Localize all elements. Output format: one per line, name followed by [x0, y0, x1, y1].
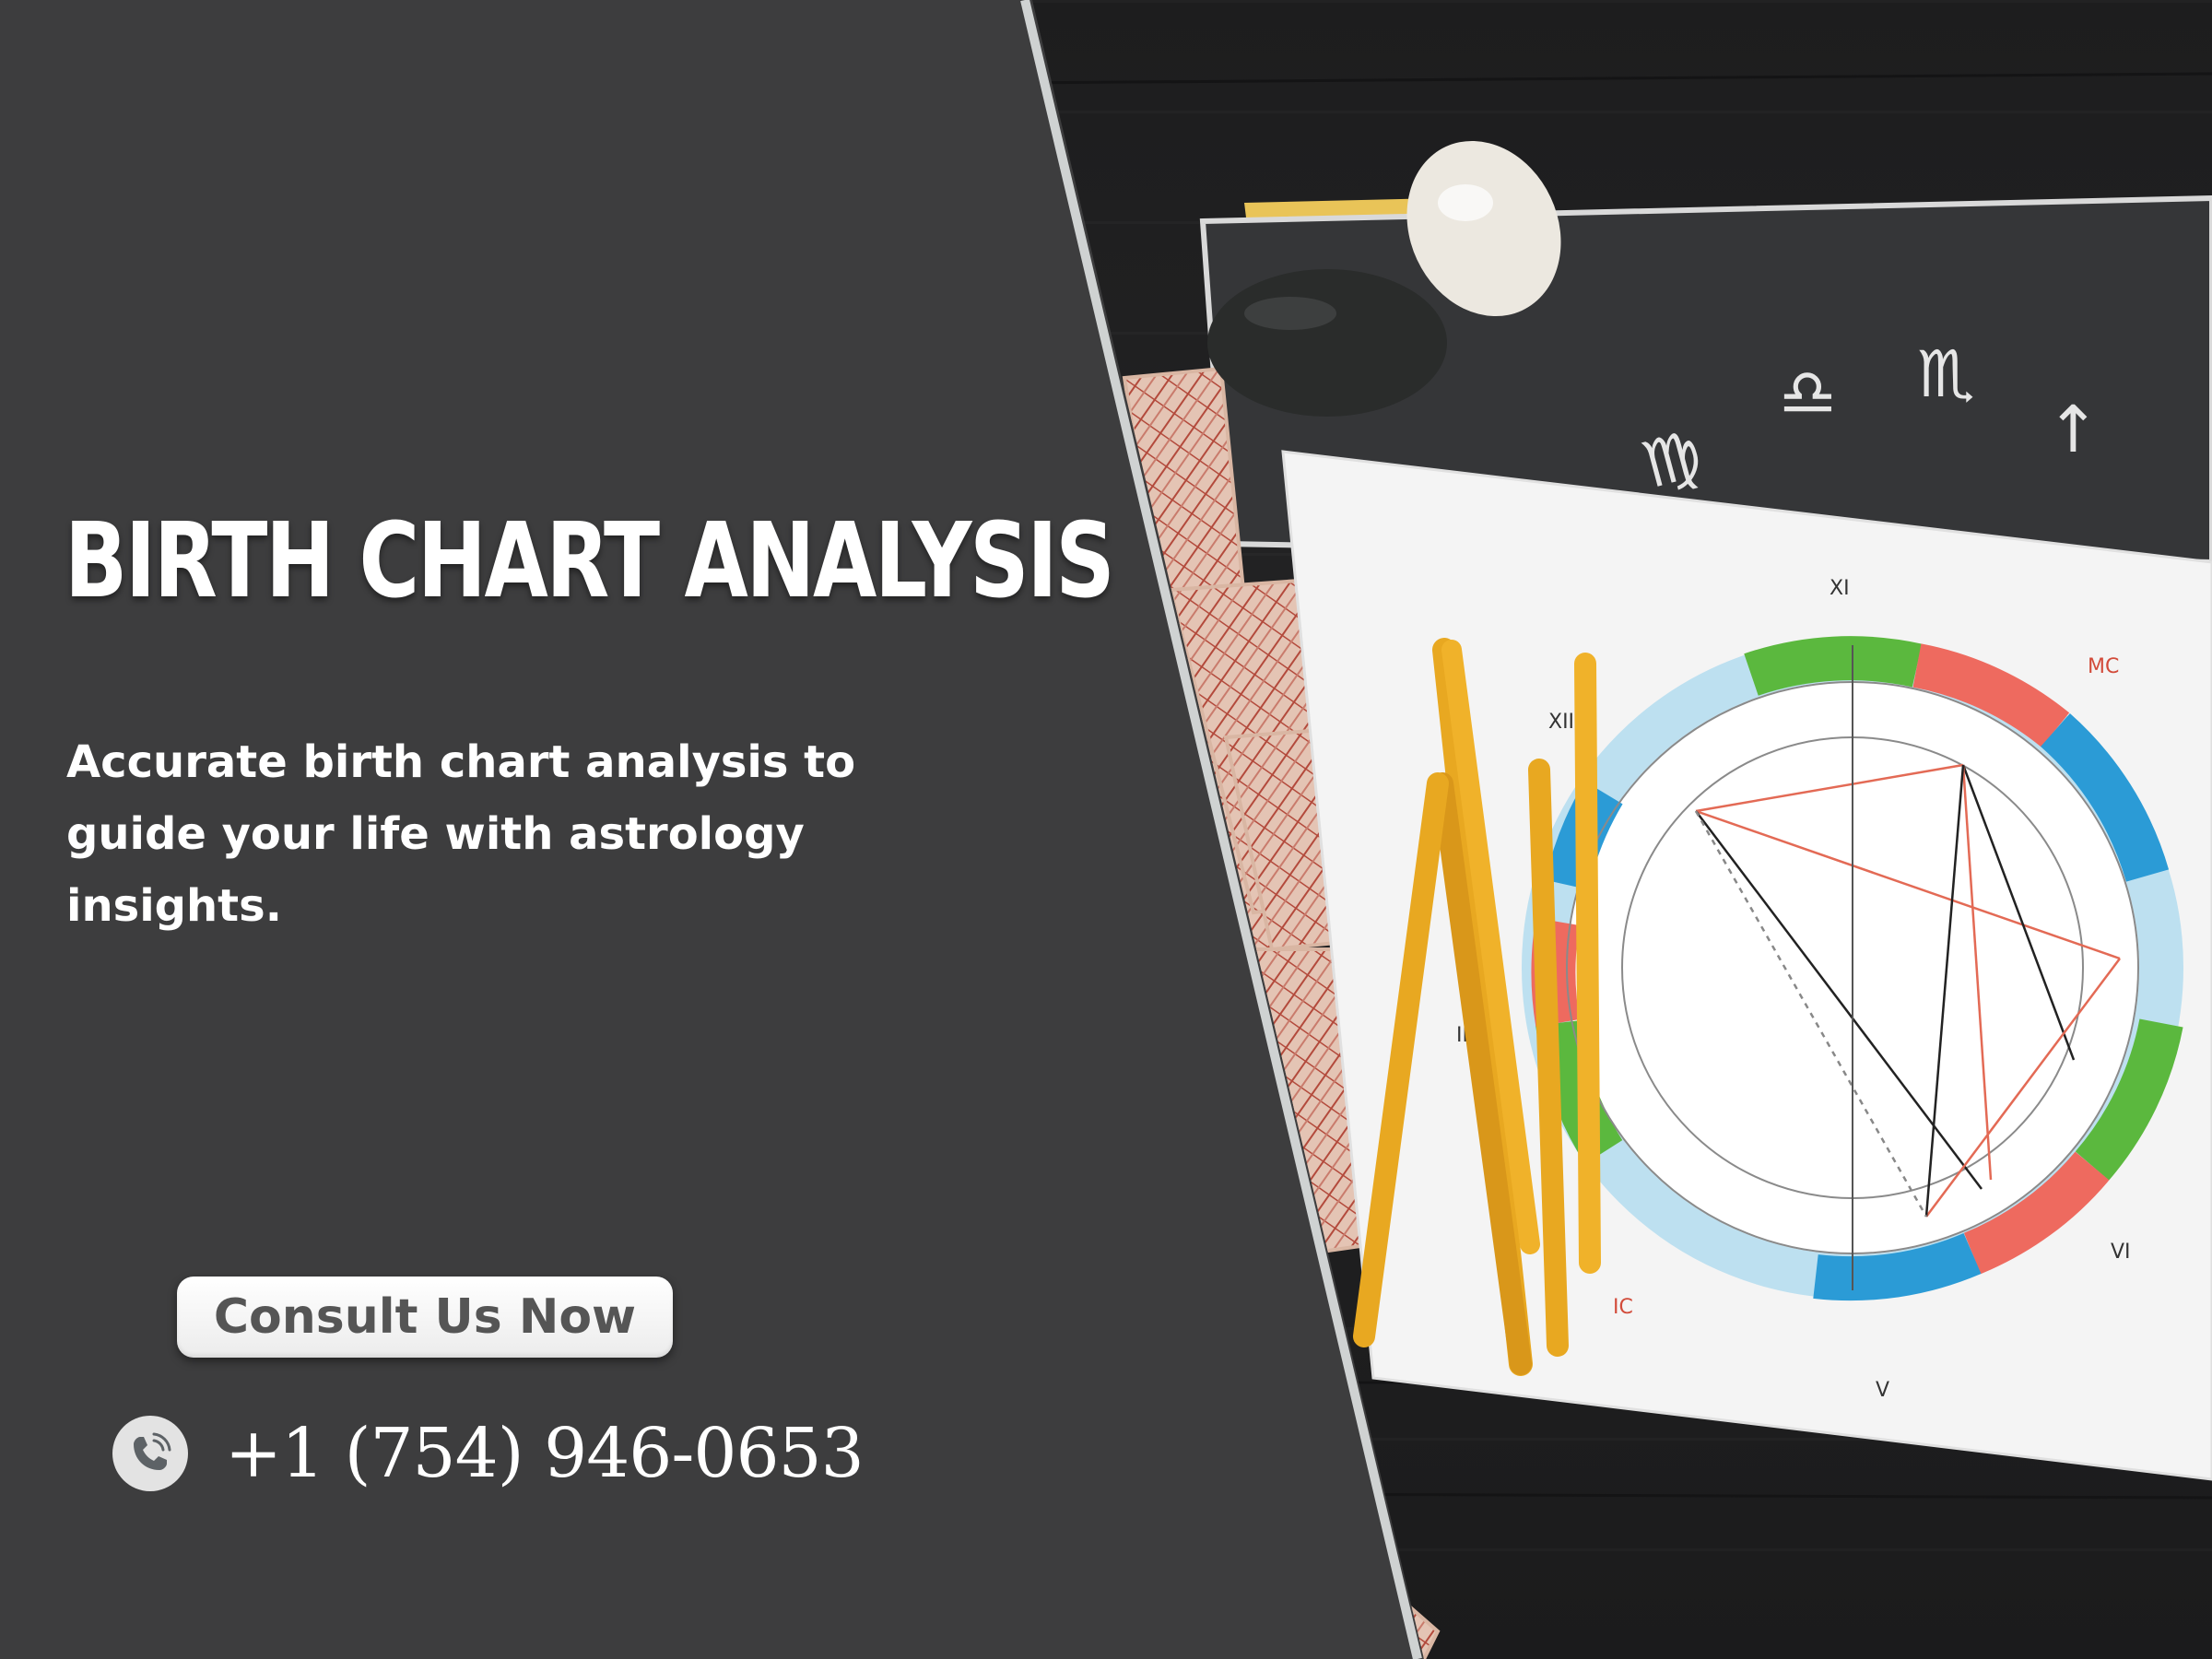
- zodiac-glyphs: ♍ ♎ ♏ ↑: [1634, 336, 2100, 503]
- house-v-label: V: [1876, 1379, 1889, 1402]
- white-stone: [1406, 140, 1561, 317]
- subtitle-text: Accurate birth chart analysis to guide y…: [66, 736, 856, 932]
- yellow-candles: [1353, 638, 1601, 1376]
- chart-wheel: [1522, 636, 2183, 1301]
- house-vi-label: VI: [2111, 1241, 2131, 1264]
- libra-glyph: ♎: [1779, 355, 1837, 430]
- phone-contact[interactable]: +1 (754) 946-0653: [112, 1412, 865, 1495]
- consult-us-now-button[interactable]: Consult Us Now: [177, 1277, 673, 1358]
- sagittarius-glyph: ↑: [2046, 392, 2100, 467]
- house-xii-label: XII: [1548, 711, 1574, 734]
- house-xi-label: XI: [1830, 577, 1850, 600]
- black-stone: [1207, 269, 1447, 417]
- phone-icon: [112, 1416, 188, 1491]
- scorpio-glyph: ♏: [1917, 336, 1975, 412]
- ic-label: IC: [1613, 1296, 1633, 1319]
- phone-number[interactable]: +1 (754) 946-0653: [225, 1414, 865, 1493]
- page-title: BIRTH CHART ANALYSIS: [65, 501, 1115, 621]
- mc-label: MC: [2088, 655, 2119, 678]
